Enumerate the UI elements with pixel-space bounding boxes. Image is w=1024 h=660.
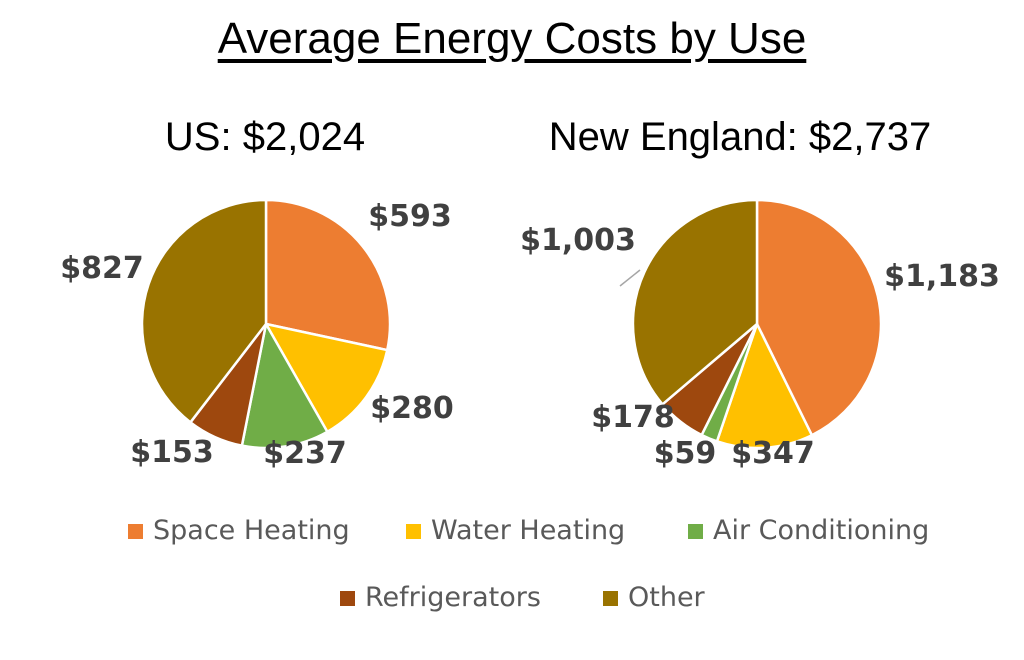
us-chart-title: US: $2,024: [165, 115, 365, 159]
legend: Space Heating Water Heating Air Conditioni…: [128, 515, 929, 613]
pie1-label-other: $827: [60, 251, 144, 286]
ne-chart-title: New England: $2,737: [549, 115, 932, 159]
pie2-label-space-heating: $1,183: [884, 259, 1000, 294]
pie2-label-air-conditioning: $59: [654, 436, 717, 471]
legend-label-air-conditioning: Air Conditioning: [713, 515, 929, 546]
pie-group: $593 $280 $237 $153 $827 $1,183 $347 $59$178 $1,…: [60, 198, 1000, 471]
pie1-label-water-heating: $280: [370, 391, 454, 426]
pie2-slice-space-heating: [755, 198, 883, 437]
pie1-slice-water-heating: [264, 322, 389, 434]
pie2-label-other: $1,003: [520, 223, 636, 258]
legend-swatch-space-heating: [128, 524, 143, 539]
pie1-label-refrigerators: $153: [130, 435, 214, 470]
legend-label-space-heating: Space Heating: [153, 515, 350, 546]
pie1-slice-space-heating: [264, 198, 392, 352]
legend-swatch-water-heating: [406, 524, 421, 539]
pie1-label-air-conditioning: $237: [263, 436, 347, 471]
legend-label-other: Other: [628, 582, 706, 613]
pie2-slice-water-heating: [715, 322, 814, 450]
legend-swatch-other: [603, 591, 618, 606]
pie1-label-space-heating: $593: [368, 199, 452, 234]
main-title: Average Energy Costs by Use: [217, 14, 807, 63]
pie1-slice-air-conditioning: [240, 322, 329, 450]
legend-label-water-heating: Water Heating: [431, 515, 625, 546]
pie2-label-water-heating: $347: [731, 436, 815, 471]
pie2-label-refrigerators: $178: [591, 400, 675, 435]
legend-label-refrigerators: Refrigerators: [365, 582, 541, 613]
legend-swatch-refrigerators: [340, 591, 355, 606]
legend-swatch-air-conditioning: [688, 524, 703, 539]
pie2-leader-line: [619, 269, 641, 287]
pie1-slice-other: [140, 198, 268, 424]
pie2-slice-other: [631, 198, 759, 406]
